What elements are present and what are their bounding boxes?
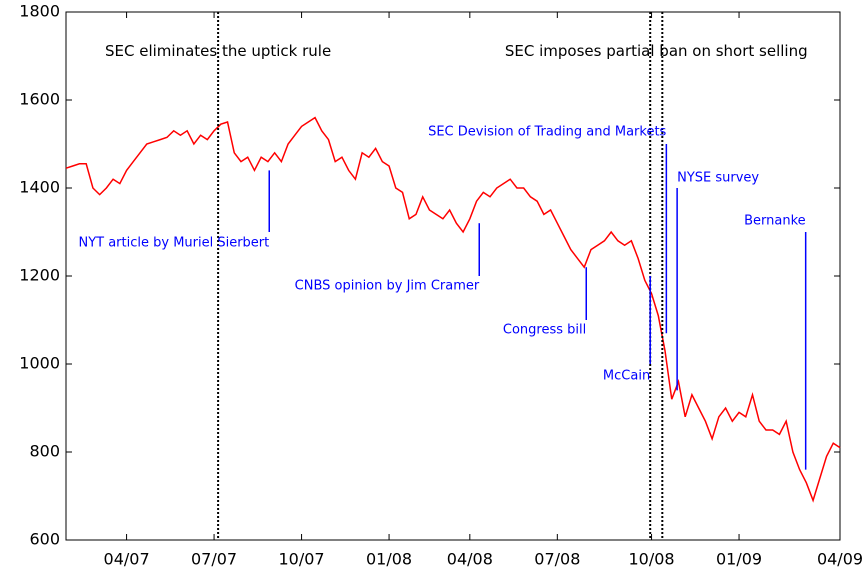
x-tick-label: 04/08 xyxy=(447,550,493,569)
line-series xyxy=(65,116,841,503)
y-tick-label: 800 xyxy=(29,442,60,461)
annotation-label: NYT article by Muriel Sierbert xyxy=(78,236,269,251)
annotation-label: SEC Devision of Trading and Markets xyxy=(428,125,666,140)
y-tick-label: 1800 xyxy=(19,2,60,21)
y-tick-label: 1000 xyxy=(19,354,60,373)
annotation-label: NYSE survey xyxy=(677,170,759,185)
annotation-label: CNBS opinion by Jim Cramer xyxy=(295,279,480,294)
x-tick-label: 07/08 xyxy=(534,550,580,569)
x-tick-label: 04/09 xyxy=(817,550,863,569)
annotation-label: Congress bill xyxy=(503,323,586,338)
annotation-label: McCain xyxy=(603,368,650,383)
event-label: SEC eliminates the uptick rule xyxy=(105,42,331,60)
x-tick-label: 10/07 xyxy=(279,550,325,569)
y-tick-label: 1400 xyxy=(19,178,60,197)
x-tick-label: 07/07 xyxy=(191,550,237,569)
annotation-label: Bernanke xyxy=(744,214,806,229)
x-tick-label: 01/09 xyxy=(716,550,762,569)
y-tick-label: 1200 xyxy=(19,266,60,285)
y-tick-label: 1600 xyxy=(19,90,60,109)
x-tick-label: 04/07 xyxy=(104,550,150,569)
plot-frame xyxy=(65,11,841,541)
event-label: SEC imposes partial ban on short selling xyxy=(505,42,808,60)
y-tick-label: 600 xyxy=(29,530,60,549)
x-tick-label: 01/08 xyxy=(366,550,412,569)
x-tick-label: 10/08 xyxy=(628,550,674,569)
